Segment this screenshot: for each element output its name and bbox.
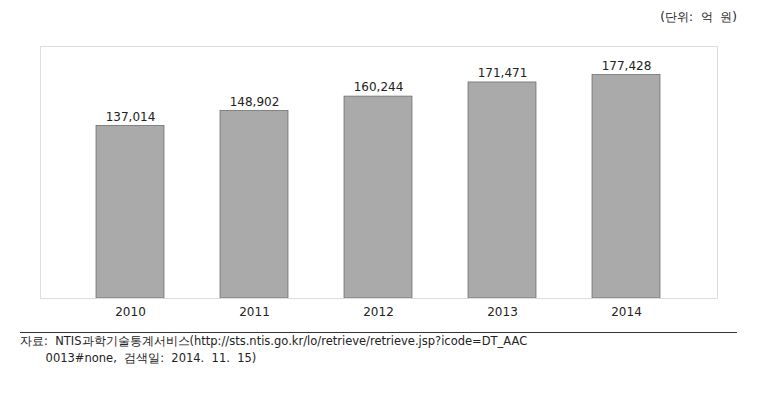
svg-text:2013: 2013: [487, 305, 518, 319]
svg-text:148,902: 148,902: [230, 95, 280, 109]
svg-text:177,428: 177,428: [602, 59, 652, 73]
svg-text:171,471: 171,471: [478, 66, 528, 80]
svg-text:137,014: 137,014: [106, 110, 156, 124]
svg-text:2012: 2012: [363, 305, 394, 319]
html-text:자료: NTIS과학기술통계서비스(http://sts.n: 자료: NTIS과학기술통계서비스(http://sts.ntis.go.kr/…: [20, 334, 528, 348]
svg-text:2010: 2010: [115, 305, 146, 319]
svg-text:2014: 2014: [611, 305, 642, 319]
html-text:0013#none, 검색일: 2014. 11. 15): 0013#none, 검색일: 2014. 11. 15): [20, 351, 257, 365]
svg-text:160,244: 160,244: [354, 80, 404, 94]
html-text:(단위: 억 원): (단위: 억 원): [660, 10, 737, 24]
svg-text:2011: 2011: [239, 305, 270, 319]
